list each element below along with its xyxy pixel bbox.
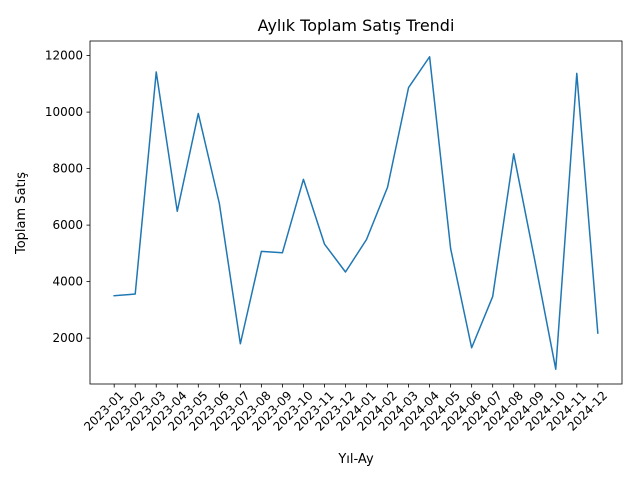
y-tick-label: 6000 (52, 218, 83, 232)
chart-title: Aylık Toplam Satış Trendi (258, 16, 455, 35)
plot-frame (89, 40, 623, 385)
y-tick-label: 2000 (52, 331, 83, 345)
y-tick-label: 12000 (45, 49, 83, 63)
y-tick-label: 10000 (45, 105, 83, 119)
y-axis-label: Toplam Satış (14, 172, 29, 255)
x-axis-label: Yıl-Ay (337, 452, 374, 467)
series-line-0 (113, 55, 599, 370)
y-tick-label: 8000 (52, 162, 83, 176)
y-tick-label: 4000 (52, 275, 83, 289)
